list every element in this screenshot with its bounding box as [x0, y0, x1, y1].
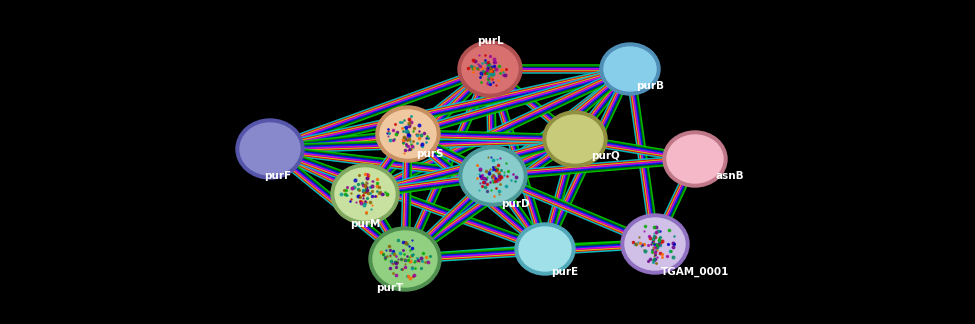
Text: purT: purT: [376, 283, 404, 293]
Ellipse shape: [463, 150, 523, 202]
Text: purE: purE: [552, 267, 578, 277]
Text: purL: purL: [477, 36, 503, 46]
Text: purQ: purQ: [591, 151, 619, 161]
Ellipse shape: [462, 45, 518, 93]
Text: purM: purM: [350, 219, 380, 229]
Ellipse shape: [663, 131, 727, 187]
Ellipse shape: [621, 214, 689, 274]
Ellipse shape: [543, 111, 607, 167]
Ellipse shape: [376, 106, 440, 162]
Text: purD: purD: [501, 199, 529, 209]
Ellipse shape: [515, 223, 575, 275]
Ellipse shape: [369, 227, 441, 291]
Ellipse shape: [373, 231, 437, 287]
Text: asnB: asnB: [716, 171, 744, 181]
Text: purB: purB: [636, 81, 664, 91]
Ellipse shape: [240, 123, 300, 175]
Ellipse shape: [459, 146, 527, 206]
Ellipse shape: [380, 110, 436, 158]
Ellipse shape: [600, 43, 660, 95]
Ellipse shape: [547, 115, 603, 163]
Ellipse shape: [667, 135, 723, 183]
Ellipse shape: [331, 164, 399, 224]
Ellipse shape: [335, 168, 395, 220]
Ellipse shape: [604, 47, 656, 91]
Ellipse shape: [458, 41, 522, 97]
Ellipse shape: [625, 218, 685, 270]
Text: purF: purF: [264, 171, 292, 181]
Ellipse shape: [236, 119, 304, 179]
Ellipse shape: [519, 227, 571, 271]
Text: purS: purS: [416, 149, 444, 159]
Text: TGAM_0001: TGAM_0001: [661, 267, 729, 277]
